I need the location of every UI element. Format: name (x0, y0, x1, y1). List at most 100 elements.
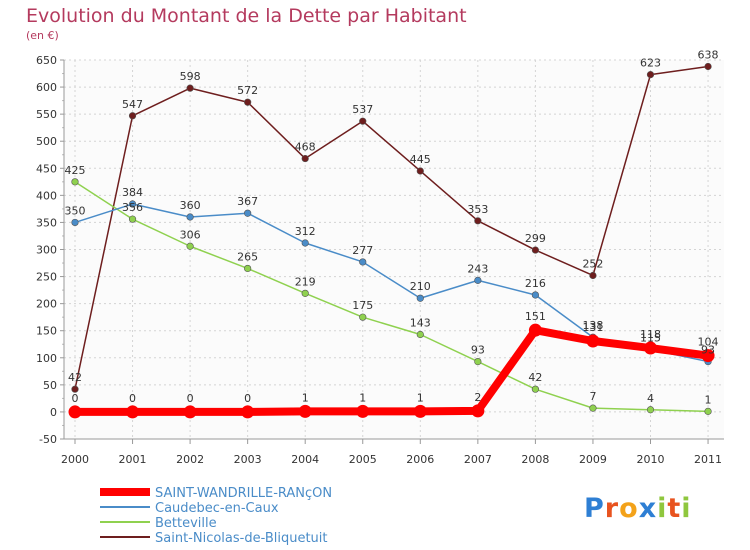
data-label: 638 (698, 48, 719, 61)
data-point (71, 178, 79, 186)
data-point (128, 215, 137, 223)
data-point (68, 405, 82, 419)
data-point (128, 112, 137, 120)
series-line (71, 326, 713, 416)
svg-text:Proxiti: Proxiti (584, 493, 692, 524)
y-tick-label: 350 (36, 216, 57, 229)
y-tick-label: -50 (39, 433, 57, 446)
data-label: 252 (582, 257, 603, 270)
x-axis: 2000 2001 2002 2003 2004 2005 2006 2007 2008 2009… (61, 438, 724, 466)
legend: SAINT-WANDRILLE-RANçONCaudebec-en-CauxBe… (100, 486, 332, 546)
series-saint-wandrille-ran-on (68, 323, 715, 419)
data-point (416, 294, 424, 302)
logo-letter: t (667, 493, 681, 524)
data-point (416, 167, 424, 175)
y-tick-label: 300 (36, 244, 57, 257)
y-tick-label: 0 (50, 406, 57, 419)
data-point (71, 385, 79, 393)
y-tick-label: 500 (36, 135, 57, 148)
data-point (531, 291, 540, 299)
x-tick-label: 2010 (637, 453, 665, 466)
data-label: 360 (180, 199, 201, 212)
legend-label: SAINT-WANDRILLE-RANçON (155, 486, 332, 501)
data-point (589, 271, 597, 280)
data-label: 151 (525, 310, 546, 323)
series-layer (68, 62, 715, 419)
data-point (244, 98, 252, 106)
series-saint-nicolas-de-bliquetuit (71, 62, 712, 393)
data-label: 138 (582, 319, 603, 332)
data-label: 42 (528, 371, 542, 384)
x-tick-label: 2005 (349, 453, 377, 466)
data-label: 175 (352, 299, 373, 312)
data-point (644, 341, 657, 355)
proxiti-logo: Proxiti (584, 493, 692, 524)
series-line (74, 65, 709, 390)
data-point (359, 117, 367, 125)
data-label: 104 (698, 336, 719, 349)
data-label: 623 (640, 57, 661, 70)
y-tick-label: 450 (36, 162, 57, 175)
logo-letter: x (639, 493, 657, 524)
data-label: 468 (295, 141, 316, 154)
data-label: 350 (65, 204, 86, 217)
y-tick-label: 150 (36, 325, 57, 338)
y-tick-label: 200 (36, 298, 57, 311)
data-label: 219 (295, 275, 316, 288)
data-point (646, 406, 655, 414)
data-point (244, 264, 252, 273)
logo-letter: P (584, 493, 605, 524)
data-point (413, 404, 427, 418)
data-label: 367 (237, 195, 258, 208)
legend-label: Caudebec-en-Caux (155, 501, 279, 516)
data-point (244, 209, 252, 217)
data-point (186, 84, 194, 92)
data-label: 445 (410, 153, 431, 166)
chart-subtitle: (en €) (26, 29, 59, 42)
data-point (128, 200, 137, 208)
data-label: 312 (295, 225, 316, 238)
data-label: 356 (122, 201, 143, 214)
data-point (586, 334, 600, 348)
data-point (301, 239, 309, 247)
data-label: 143 (410, 317, 431, 330)
legend-label: Saint-Nicolas-de-Bliquetuit (155, 531, 328, 546)
data-label: 216 (525, 277, 546, 290)
data-label: 1 (302, 391, 309, 404)
x-tick-label: 2011 (694, 453, 722, 466)
series-line (74, 181, 709, 413)
data-label: 93 (471, 344, 485, 357)
data-point (646, 71, 655, 79)
data-label: 547 (122, 98, 143, 111)
data-label: 7 (589, 390, 596, 403)
data-point (589, 404, 597, 412)
data-label: 210 (410, 280, 431, 293)
data-label: 306 (180, 228, 201, 241)
data-point (301, 154, 309, 163)
data-label: 2 (474, 391, 481, 404)
data-point (186, 242, 194, 250)
data-label: 384 (122, 186, 143, 199)
data-label: 0 (72, 392, 79, 405)
data-label: 425 (65, 164, 86, 177)
logo-letter: i (681, 493, 691, 524)
y-tick-label: 50 (43, 379, 57, 392)
data-point (471, 404, 485, 418)
logo-letter: r (605, 493, 619, 524)
data-point (474, 217, 482, 225)
data-point (298, 404, 312, 418)
grid-lines (64, 59, 724, 440)
data-point (241, 405, 255, 419)
y-tick-label: 650 (36, 54, 57, 67)
data-label: 115 (640, 332, 661, 345)
data-label: 0 (129, 392, 136, 405)
data-label: 598 (180, 70, 201, 83)
data-point (531, 385, 540, 393)
data-label: 1 (705, 393, 712, 406)
y-axis: -50 0 50 100 150 200 250 300 350 400 450 500 550 600 6… (36, 54, 65, 446)
y-tick-label: 550 (36, 108, 57, 121)
data-label: 243 (467, 262, 488, 275)
logo-letter: i (657, 493, 667, 524)
data-label: 277 (352, 244, 373, 257)
